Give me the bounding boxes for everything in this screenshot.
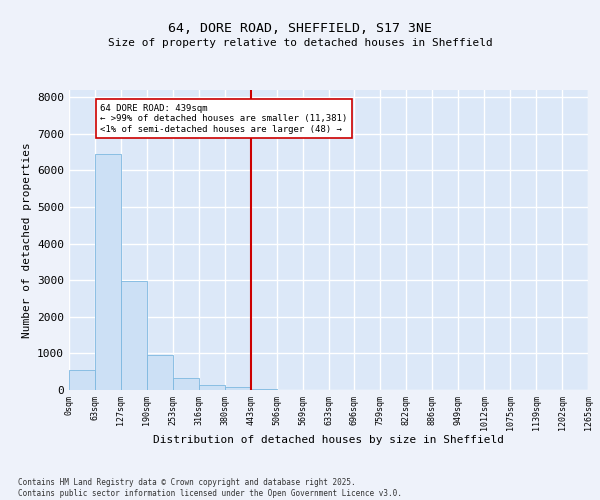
Bar: [95, 154, 121, 390]
Text: Size of property relative to detached houses in Sheffield: Size of property relative to detached ho…: [107, 38, 493, 48]
Text: 64 DORE ROAD: 439sqm
← >99% of detached houses are smaller (11,381)
<1% of semi-: 64 DORE ROAD: 439sqm ← >99% of detached …: [100, 104, 347, 134]
Text: Contains HM Land Registry data © Crown copyright and database right 2025.
Contai: Contains HM Land Registry data © Crown c…: [18, 478, 402, 498]
Bar: [199, 384, 224, 390]
Bar: [121, 281, 147, 390]
Bar: [173, 378, 199, 390]
Bar: [69, 370, 95, 390]
Bar: [147, 355, 173, 390]
Text: 64, DORE ROAD, SHEFFIELD, S17 3NE: 64, DORE ROAD, SHEFFIELD, S17 3NE: [168, 22, 432, 36]
Bar: [225, 387, 251, 390]
X-axis label: Distribution of detached houses by size in Sheffield: Distribution of detached houses by size …: [153, 436, 504, 446]
Bar: [251, 389, 277, 390]
Y-axis label: Number of detached properties: Number of detached properties: [22, 142, 32, 338]
